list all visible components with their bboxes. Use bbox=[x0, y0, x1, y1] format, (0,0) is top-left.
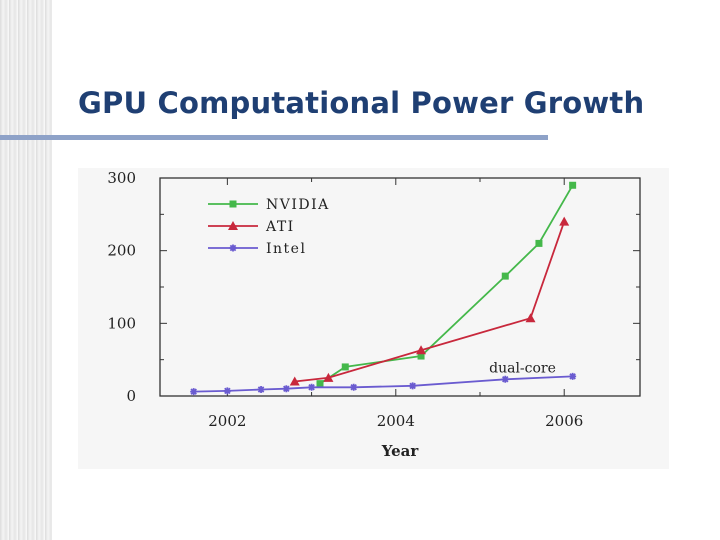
x-tick-label: 2004 bbox=[377, 412, 415, 430]
annotation-dual-core: dual-core bbox=[489, 360, 556, 376]
gpu-power-line-chart: 0 100 200 300 2002 2004 2006 Year NVIDIA ATI Int… bbox=[107, 169, 641, 460]
legend-marker-nvidia bbox=[229, 200, 237, 208]
series-line-intel bbox=[193, 375, 573, 393]
data-point-intel bbox=[409, 382, 417, 390]
data-point-intel bbox=[190, 388, 198, 396]
chart-panel: 0 100 200 300 2002 2004 2006 Year NVIDIA ATI Int… bbox=[78, 168, 669, 469]
data-point-ati bbox=[559, 216, 570, 226]
data-point-intel bbox=[569, 372, 577, 380]
x-tick-label: 2002 bbox=[208, 412, 246, 430]
title-underline bbox=[0, 135, 548, 140]
legend-label-intel: Intel bbox=[266, 241, 306, 257]
data-point-nvidia bbox=[417, 352, 425, 360]
y-tick-label: 300 bbox=[107, 169, 136, 187]
x-axis-label: Year bbox=[381, 442, 420, 460]
data-point-nvidia bbox=[535, 239, 543, 247]
data-point-ati bbox=[289, 376, 300, 386]
series-line-ati bbox=[294, 221, 566, 383]
data-point-intel bbox=[223, 387, 231, 395]
data-point-ati bbox=[416, 345, 427, 355]
legend-marker-ati bbox=[228, 221, 238, 230]
data-point-nvidia bbox=[341, 363, 349, 371]
plot-frame bbox=[159, 177, 641, 397]
slide-title: GPU Computational Power Growth bbox=[78, 86, 645, 120]
x-tick-label: 2006 bbox=[545, 412, 583, 430]
data-point-intel bbox=[350, 383, 358, 391]
decorative-left-band bbox=[0, 0, 52, 540]
data-point-intel bbox=[501, 375, 509, 383]
data-point-intel bbox=[308, 383, 316, 391]
y-tick-label: 200 bbox=[107, 242, 136, 260]
data-point-intel bbox=[282, 385, 290, 393]
data-point-ati bbox=[323, 372, 334, 382]
data-point-nvidia bbox=[316, 380, 324, 388]
legend-label-nvidia: NVIDIA bbox=[266, 197, 330, 213]
data-point-intel bbox=[257, 385, 265, 393]
data-point-ati bbox=[525, 313, 536, 323]
legend-marker-intel bbox=[229, 244, 237, 252]
y-tick-label: 100 bbox=[107, 314, 136, 332]
data-point-nvidia bbox=[569, 181, 577, 189]
data-point-nvidia bbox=[501, 272, 509, 280]
series-line-nvidia bbox=[319, 184, 574, 385]
y-tick-label: 0 bbox=[126, 387, 136, 405]
legend-label-ati: ATI bbox=[265, 219, 295, 235]
